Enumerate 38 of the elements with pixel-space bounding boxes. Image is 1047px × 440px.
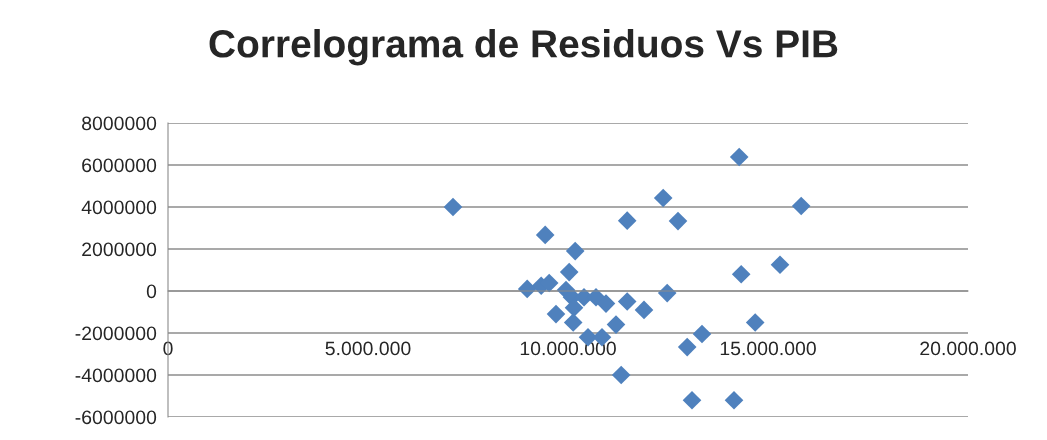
y-tick-label: 4000000 [81, 200, 157, 215]
y-tick-label: 8000000 [82, 116, 157, 131]
point [617, 211, 637, 230]
point [791, 196, 811, 216]
point [724, 390, 744, 410]
point [563, 313, 583, 332]
point [653, 188, 673, 208]
point [668, 211, 688, 231]
x-tick-label: 5.000.000 [325, 341, 411, 356]
point [559, 262, 579, 282]
point [565, 241, 585, 261]
y-tick-label: 6000000 [82, 158, 157, 173]
point [770, 255, 790, 275]
point [535, 225, 555, 245]
point [677, 337, 697, 357]
point [606, 315, 626, 334]
y-tick-label: 0 [146, 284, 157, 299]
point [745, 313, 765, 332]
point [692, 324, 712, 344]
x-tick-label: 0 [163, 341, 173, 356]
y-tick-label: 2000000 [82, 242, 157, 257]
y-tick-label: -6000000 [75, 410, 157, 425]
point [731, 264, 751, 284]
point [546, 304, 566, 324]
point [564, 298, 584, 318]
point [596, 294, 616, 313]
x-tick-label: 10.000.000 [520, 341, 616, 356]
point [729, 147, 749, 167]
y-tick-label: -2000000 [75, 326, 157, 341]
point [682, 390, 702, 410]
chart-title: Correlograma de Residuos Vs PIB [209, 29, 838, 66]
point [611, 365, 631, 385]
point [617, 292, 637, 311]
point [634, 300, 654, 320]
x-tick-label: 15.000.000 [720, 341, 816, 356]
x-tick-label: 20.000.000 [920, 341, 1016, 356]
point [443, 197, 463, 217]
y-tick-label: -4000000 [75, 368, 157, 383]
